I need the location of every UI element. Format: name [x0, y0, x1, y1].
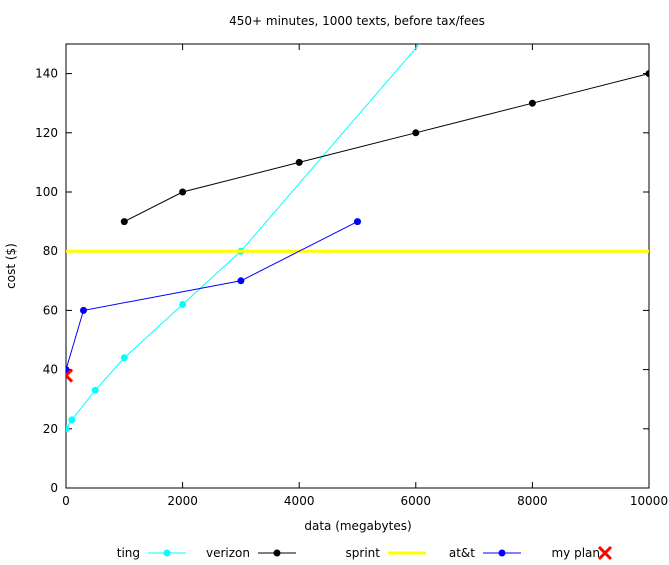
legend-marker-my-plan	[597, 545, 613, 561]
y-tick-label: 120	[35, 126, 58, 140]
x-tick-label: 8000	[517, 494, 548, 508]
verizon-point	[645, 70, 649, 78]
x-tick-label: 6000	[401, 494, 432, 508]
legend-label-ting: ting	[117, 546, 140, 560]
at-t-line	[66, 221, 358, 370]
ting-point	[91, 386, 99, 394]
at-t-point	[354, 218, 361, 226]
at-t-point	[79, 306, 87, 314]
legend-label-sprint: sprint	[346, 546, 381, 560]
x-tick-label: 4000	[284, 494, 315, 508]
y-axis-label: cost ($)	[4, 243, 18, 289]
ting-line	[66, 44, 421, 430]
verizon-point	[120, 218, 128, 226]
at-t-point	[237, 277, 245, 285]
legend-label-at-t: at&t	[449, 546, 475, 560]
verizon-point	[412, 129, 420, 137]
ting-point	[179, 300, 187, 308]
legend-label-my-plan: my plan	[551, 546, 600, 560]
legend-label-verizon: verizon	[206, 546, 250, 560]
legend-marker-at-t	[498, 549, 506, 557]
chart-title: 450+ minutes, 1000 texts, before tax/fee…	[229, 14, 485, 28]
ting-point	[120, 354, 128, 362]
legend-marker-ting	[163, 549, 171, 557]
y-tick-label: 100	[35, 185, 58, 199]
x-tick-label: 2000	[167, 494, 198, 508]
y-tick-label: 140	[35, 67, 58, 81]
plot-frame	[65, 43, 650, 489]
y-tick-label: 80	[43, 244, 58, 258]
ting-point	[68, 416, 76, 424]
y-tick-label: 60	[43, 303, 58, 317]
y-tick-label: 20	[43, 422, 58, 436]
verizon-point	[528, 99, 536, 107]
x-axis-label: data (megabytes)	[304, 519, 411, 533]
y-tick-label: 0	[50, 481, 58, 495]
ting-point	[66, 425, 70, 433]
verizon-point	[179, 188, 187, 196]
verizon-point	[295, 158, 303, 166]
my-plan-point	[66, 368, 74, 383]
legend-marker-verizon	[273, 549, 281, 557]
verizon-line	[124, 73, 649, 223]
x-tick-label: 0	[62, 494, 70, 508]
y-tick-label: 40	[43, 363, 58, 377]
x-tick-label: 10000	[630, 494, 668, 508]
